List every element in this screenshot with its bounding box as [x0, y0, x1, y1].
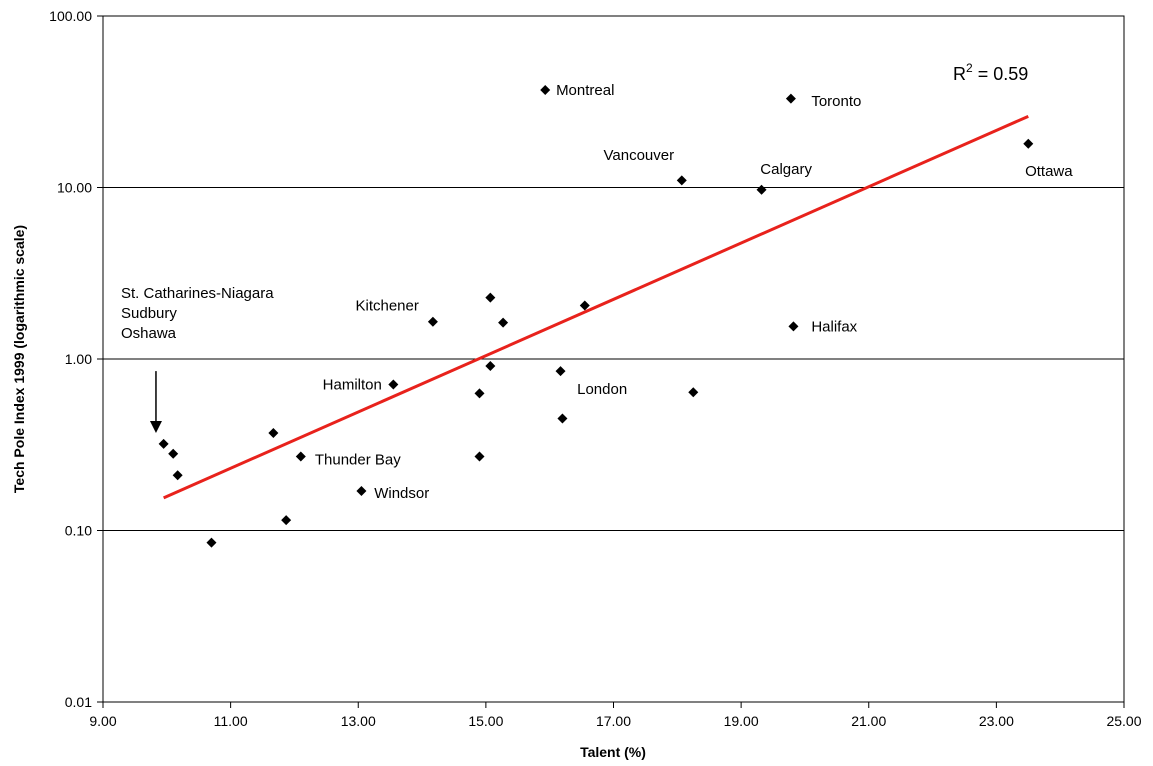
x-tick-label: 17.00	[596, 713, 631, 729]
data-point	[485, 292, 496, 303]
data-point	[388, 379, 399, 390]
point-label: London	[577, 381, 627, 398]
data-point	[756, 184, 767, 195]
r-squared-label: R2 = 0.59	[953, 61, 1028, 84]
point-label: Thunder Bay	[315, 451, 401, 468]
x-tick-label: 21.00	[851, 713, 886, 729]
point-label: Halifax	[811, 318, 857, 335]
point-labels: Montreal Toronto Vancouver Calgary Ottawa Hal…	[315, 82, 1073, 502]
data-points	[158, 85, 1034, 548]
data-point	[427, 316, 438, 327]
trendline	[163, 114, 1029, 500]
data-point	[788, 321, 799, 332]
point-label: Hamilton	[323, 377, 382, 394]
x-tick-label: 23.00	[979, 713, 1014, 729]
point-label: Kitchener	[355, 298, 418, 315]
point-label: Vancouver	[604, 147, 675, 164]
annotation-label: St. Catharines-Niagara Sudbury Oshawa	[121, 285, 274, 342]
data-point	[785, 93, 796, 104]
r-squared-symbol: R	[953, 64, 966, 84]
y-tick-label: 0.10	[65, 523, 92, 539]
data-point	[172, 470, 183, 481]
x-tick-label: 25.00	[1106, 713, 1141, 729]
y-tick-label: 10.00	[57, 180, 92, 196]
x-axis-title: Talent (%)	[580, 744, 646, 760]
r-squared-value: = 0.59	[973, 64, 1029, 84]
x-tick-label: 9.00	[89, 713, 116, 729]
data-point	[356, 485, 367, 496]
data-point	[474, 451, 485, 462]
point-label: Calgary	[760, 161, 812, 178]
y-axis-title: Tech Pole Index 1999 (logarithmic scale)	[11, 225, 27, 493]
gridlines	[103, 187, 1124, 531]
point-label: Windsor	[374, 485, 429, 502]
data-point	[1023, 138, 1034, 149]
data-point	[688, 387, 699, 398]
data-point	[676, 175, 687, 186]
data-point	[579, 300, 590, 311]
annotation-line: Sudbury	[121, 305, 177, 322]
data-point	[268, 428, 279, 439]
y-tick-label: 100.00	[49, 8, 92, 24]
data-point	[474, 388, 485, 399]
x-tick-label: 13.00	[341, 713, 376, 729]
data-point	[540, 85, 551, 96]
y-tick-label: 0.01	[65, 694, 92, 710]
data-point	[281, 515, 292, 526]
data-point	[168, 448, 179, 459]
point-label: Ottawa	[1025, 163, 1073, 180]
data-point	[555, 366, 566, 377]
point-label: Montreal	[556, 82, 614, 99]
r-squared-exponent: 2	[966, 61, 973, 75]
y-axis: 0.01 0.10 1.00 10.00 100.00	[49, 8, 103, 710]
data-point	[498, 317, 509, 328]
arrow-down-icon	[149, 421, 162, 434]
data-point	[295, 451, 306, 462]
x-tick-label: 19.00	[724, 713, 759, 729]
x-tick-label: 15.00	[468, 713, 503, 729]
point-label: Toronto	[811, 93, 861, 110]
annotation: St. Catharines-Niagara Sudbury Oshawa	[121, 285, 274, 434]
x-tick-label: 11.00	[214, 713, 248, 729]
data-point	[557, 413, 568, 424]
data-point	[206, 537, 217, 548]
data-point	[158, 438, 169, 449]
x-axis: 9.00 11.00 13.00 15.00 17.00 19.00 21.00 23.00 2…	[89, 702, 1142, 729]
annotation-line: Oshawa	[121, 325, 177, 342]
y-tick-label: 1.00	[65, 351, 92, 367]
data-point	[485, 361, 496, 372]
annotation-line: St. Catharines-Niagara	[121, 285, 274, 302]
